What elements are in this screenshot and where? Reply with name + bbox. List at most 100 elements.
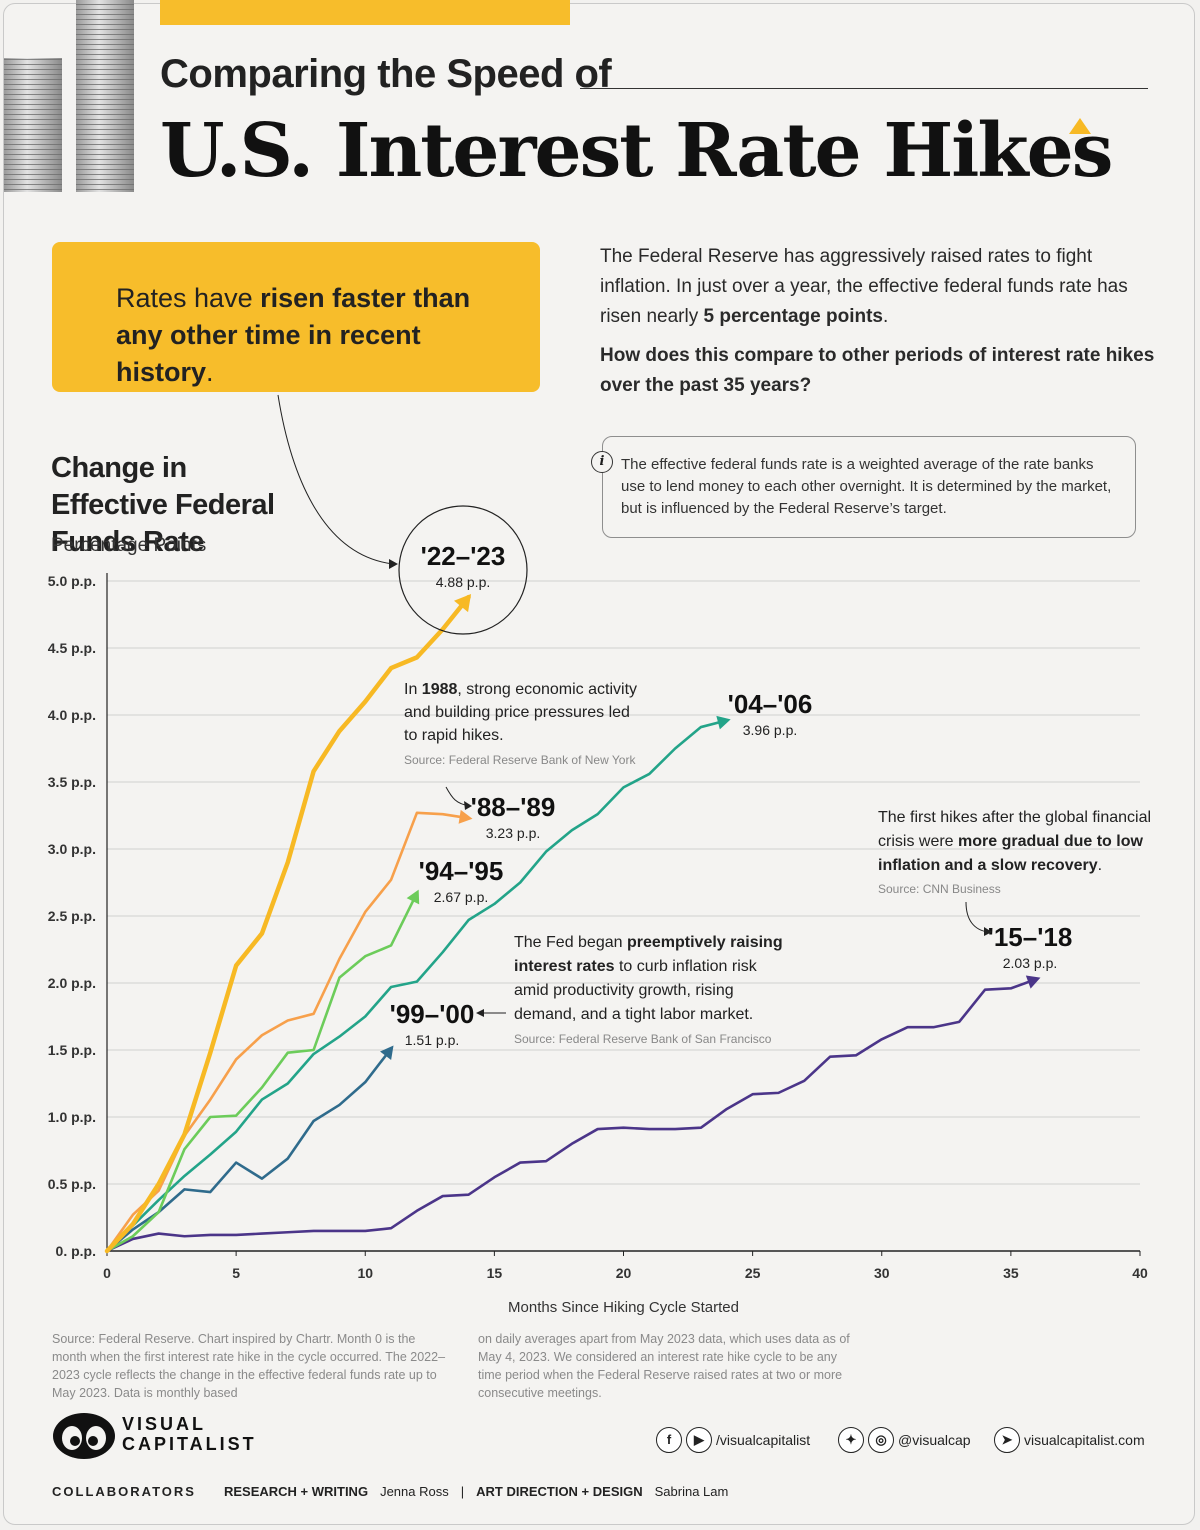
vc-logo-icon	[53, 1413, 115, 1459]
y-tick-label: 1.5 p.p.	[48, 1042, 96, 1058]
x-axis-label: Months Since Hiking Cycle Started	[508, 1299, 739, 1316]
y-tick-label: 1.0 p.p.	[48, 1109, 96, 1125]
series-arrowhead	[454, 593, 472, 613]
series-value-label: 3.96 p.p.	[743, 722, 798, 738]
intro-p1-text: The Federal Reserve has aggressively rai…	[600, 246, 1128, 327]
series-value-label: 3.23 p.p.	[486, 825, 541, 841]
y-tick-label: 0.5 p.p.	[48, 1176, 96, 1192]
series-value-label: 2.03 p.p.	[1003, 955, 1058, 971]
collaborators-label: COLLABORATORS	[52, 1484, 196, 1499]
annotation-2015-source: Source: CNN Business	[878, 882, 1001, 896]
series-arrowhead	[380, 1045, 394, 1061]
title-rule	[580, 88, 1148, 89]
brand-line-1: VISUAL	[122, 1414, 207, 1434]
y-tick-label: 3.5 p.p.	[48, 774, 96, 790]
x-tick-label: 30	[874, 1265, 890, 1281]
highlight-circle	[398, 505, 528, 635]
social-handle-2[interactable]: @visualcap	[898, 1432, 971, 1448]
annotation-segment: .	[1098, 857, 1102, 874]
intro-p1-end: .	[883, 306, 889, 327]
annotation-segment: amid productivity growth, rising	[514, 982, 734, 999]
annotation-segment: inflation and a slow recovery	[878, 857, 1098, 874]
annotation-segment: The Fed began	[514, 934, 627, 951]
info-box: The effective federal funds rate is a we…	[602, 436, 1136, 538]
series-line	[105, 811, 470, 1253]
page-title: U.S. Interest Rate Hikes	[160, 108, 1113, 194]
series-name-label: '99–'00	[390, 999, 475, 1029]
series-line	[105, 891, 419, 1253]
series-name-label: '04–'06	[728, 689, 813, 719]
collab-separator: |	[460, 1484, 465, 1499]
social-tw-ig[interactable]: ✦ ◎ @visualcap	[838, 1426, 971, 1454]
role-research: RESEARCH + WRITING	[223, 1484, 369, 1499]
chart-y-unit: Percentage Points	[51, 535, 207, 556]
annotation-arrowhead	[476, 1009, 484, 1017]
x-tick-label: 15	[487, 1265, 503, 1281]
annotation-2015: The first hikes after the global financi…	[878, 809, 1151, 874]
annotation-segment: , strong economic activity	[457, 681, 637, 698]
website-link[interactable]: visualcapitalist.com	[1024, 1432, 1145, 1448]
series-arrowhead	[406, 889, 420, 905]
series-name-label: '94–'95	[419, 856, 504, 886]
x-tick-label: 10	[357, 1265, 373, 1281]
series-line	[105, 719, 729, 1253]
annotation-segment: more gradual due to low	[958, 833, 1143, 850]
annotation-segment: The first hikes after the global financi…	[878, 809, 1151, 826]
x-tick-label: 20	[616, 1265, 632, 1281]
series-name-label: '88–'89	[471, 792, 556, 822]
series-arrowhead	[716, 715, 731, 730]
y-tick-label: 3.0 p.p.	[48, 841, 96, 857]
intro-p1-bold: 5 percentage points	[703, 306, 884, 327]
x-tick-label: 25	[745, 1265, 761, 1281]
annotation-1988: In 1988, strong economic activity and bui…	[404, 681, 637, 744]
x-tick-label: 0	[103, 1265, 111, 1281]
twitter-icon[interactable]: ✦	[838, 1427, 864, 1453]
instagram-icon[interactable]: ◎	[868, 1427, 894, 1453]
series-value-label: 2.67 p.p.	[434, 889, 489, 905]
intro-text: The Federal Reserve has aggressively rai…	[600, 242, 1160, 410]
brand-line-2: CAPITALIST	[122, 1434, 257, 1454]
name-design: Sabrina Lam	[654, 1484, 729, 1499]
accent-bar	[160, 0, 570, 25]
annotation-segment: In	[404, 681, 422, 698]
series-value-label: 4.88 p.p.	[436, 574, 491, 590]
annotation-1999-source: Source: Federal Reserve Bank of San Fran…	[514, 1032, 772, 1046]
annotation-1988-source: Source: Federal Reserve Bank of New York	[404, 753, 636, 767]
x-tick-label: 35	[1003, 1265, 1019, 1281]
chart-title: Change in Effective Federal Funds Rate	[51, 452, 275, 558]
annotation-segment: interest rates	[514, 958, 615, 975]
callout-box: Rates have risen faster than any other t…	[52, 242, 540, 392]
cursor-icon[interactable]: ➤	[994, 1427, 1020, 1453]
line-chart: 0. p.p. 0.5 p.p. 1.0 p.p. 1.5 p.p. 2.0 p.p. 2…	[48, 394, 1151, 1316]
social-fb-yt[interactable]: f ▶ /visualcapitalist	[656, 1426, 810, 1454]
annotation-segment: demand, and a tight labor market.	[514, 1006, 753, 1023]
annotation-arrowhead	[464, 801, 472, 810]
y-tick-label: 0. p.p.	[56, 1243, 96, 1259]
intro-paragraph-2: How does this compare to other periods o…	[600, 341, 1160, 401]
brand-name: VISUAL CAPITALIST	[122, 1414, 322, 1454]
series-name-label: '15–'18	[988, 922, 1073, 952]
youtube-icon[interactable]: ▶	[686, 1427, 712, 1453]
facebook-icon[interactable]: f	[656, 1427, 682, 1453]
footnote-left: Source: Federal Reserve. Chart inspired …	[52, 1332, 446, 1400]
y-tick-label: 5.0 p.p.	[48, 573, 96, 589]
arrow-up-icon	[1069, 118, 1091, 134]
y-tick-label: 4.0 p.p.	[48, 707, 96, 723]
subtitle: Comparing the Speed of	[160, 52, 612, 96]
series-value-label: 1.51 p.p.	[405, 1032, 460, 1048]
annotation-segment: to rapid hikes.	[404, 727, 504, 744]
annotation-segment: crisis were	[878, 833, 958, 850]
x-tick-label: 40	[1132, 1265, 1148, 1281]
info-text: The effective federal funds rate is a we…	[621, 456, 1112, 517]
name-research: Jenna Ross	[380, 1484, 449, 1499]
series-arrowhead	[1025, 975, 1041, 989]
y-tick-label: 2.5 p.p.	[48, 908, 96, 924]
social-web[interactable]: ➤ visualcapitalist.com	[994, 1426, 1145, 1454]
social-handle-1[interactable]: /visualcapitalist	[716, 1432, 811, 1448]
series-arrowhead	[458, 809, 473, 824]
collaborators: COLLABORATORS RESEARCH + WRITING Jenna R…	[52, 1484, 728, 1499]
y-tick-label: 4.5 p.p.	[48, 640, 96, 656]
info-icon: i	[591, 451, 613, 473]
intro-paragraph-1: The Federal Reserve has aggressively rai…	[600, 242, 1160, 332]
annotation-segment: preemptively raising	[627, 934, 783, 951]
